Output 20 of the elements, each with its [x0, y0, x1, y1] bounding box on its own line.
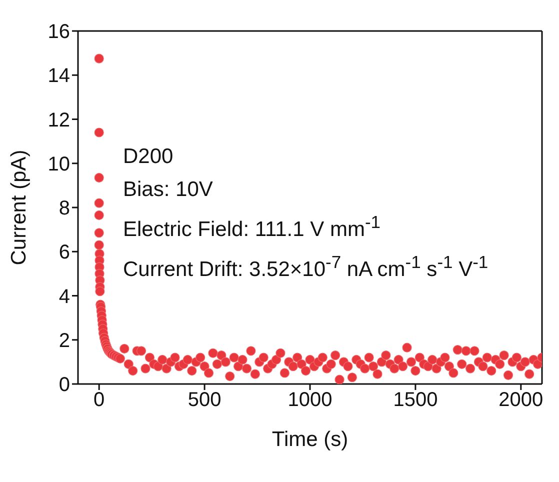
- annotation: Current Drift: 3.52×10$^{-7}$ nA cm$^{-1}$ s$^{-1}$ V$^{-1}$: [123, 251, 488, 283]
- y-tick-label: 16: [48, 21, 70, 44]
- y-tick-label: 4: [58, 286, 70, 308]
- x-tick-label: 1000: [288, 389, 332, 412]
- y-tick-label: 10: [48, 153, 70, 176]
- annotation: Electric Field: 111.1 V mm$^{-1}$: [123, 211, 382, 243]
- y-tick-label: 12: [48, 109, 70, 132]
- y-tick-label: 2: [58, 330, 70, 352]
- y-axis-title: Current (pA): [7, 150, 30, 266]
- annotation: Bias: 10V: [123, 177, 214, 203]
- y-tick-label: 14: [48, 65, 70, 88]
- x-axis-title: Time (s): [272, 428, 348, 451]
- y-tick-label: 6: [58, 242, 70, 264]
- x-tick-label: 1500: [393, 389, 438, 412]
- y-tick-label: 8: [58, 198, 70, 220]
- x-tick-label: 2000: [498, 389, 544, 412]
- annotation: D200: [123, 144, 174, 170]
- x-tick-label: 500: [188, 389, 222, 412]
- y-tick-label: 0: [58, 374, 70, 396]
- x-tick-label: 0: [94, 389, 105, 412]
